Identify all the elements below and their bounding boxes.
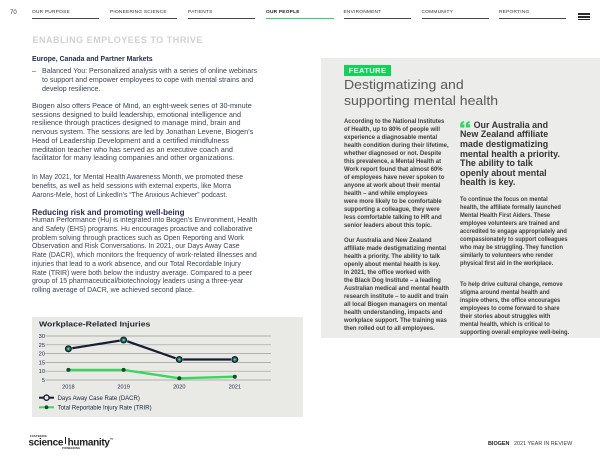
svg-text:25: 25 — [39, 343, 45, 349]
svg-text:10: 10 — [39, 369, 45, 375]
svg-text:Days Away Case Rate (DACR): Days Away Case Rate (DACR) — [58, 396, 140, 402]
svg-text:2020: 2020 — [173, 385, 185, 391]
svg-text:2018: 2018 — [62, 385, 74, 391]
svg-text:5: 5 — [42, 378, 45, 384]
svg-text:Workplace-Related Injuries: Workplace-Related Injuries — [39, 320, 151, 328]
svg-text:30: 30 — [39, 334, 45, 340]
svg-text:2021: 2021 — [229, 385, 241, 391]
svg-text:Total Reportable Injury Rate (: Total Reportable Injury Rate (TRIR) — [58, 406, 152, 412]
svg-text:2019: 2019 — [117, 385, 129, 391]
svg-text:15: 15 — [39, 360, 45, 366]
svg-text:20: 20 — [39, 352, 45, 358]
